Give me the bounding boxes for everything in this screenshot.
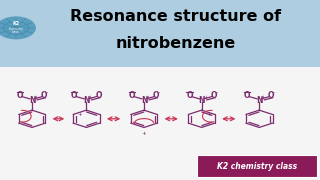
Circle shape (0, 17, 35, 39)
Text: N: N (141, 96, 147, 105)
Text: +: + (261, 94, 265, 100)
Text: N: N (29, 96, 35, 105)
Text: +: + (34, 94, 38, 100)
FancyBboxPatch shape (197, 155, 317, 177)
Text: chemistry: chemistry (9, 27, 23, 31)
Text: O: O (244, 91, 250, 100)
Text: ..: .. (214, 89, 219, 94)
Text: ..: .. (272, 89, 276, 94)
Text: N: N (198, 96, 205, 105)
Text: +: + (88, 94, 92, 100)
Text: Resonance structure of: Resonance structure of (70, 9, 282, 24)
Text: K2 chemistry class: K2 chemistry class (217, 162, 297, 171)
Text: N: N (256, 96, 262, 105)
Text: O: O (211, 91, 217, 100)
Text: O: O (153, 91, 159, 100)
Text: O: O (95, 91, 102, 100)
Text: O: O (41, 91, 47, 100)
Text: O: O (71, 91, 77, 100)
Text: +: + (142, 131, 146, 136)
Text: O: O (268, 91, 275, 100)
Text: +: + (206, 112, 211, 117)
Text: O: O (129, 91, 135, 100)
Text: +: + (146, 94, 150, 100)
Text: ..: .. (44, 89, 49, 94)
Text: +: + (203, 94, 208, 100)
Bar (0, 0, 320, 67)
Text: N: N (83, 96, 90, 105)
Text: ..: .. (156, 89, 161, 94)
Text: +: + (77, 112, 82, 117)
Text: O: O (186, 91, 193, 100)
Text: O: O (17, 91, 23, 100)
Text: ..: .. (99, 89, 103, 94)
Text: nitrobenzene: nitrobenzene (116, 36, 236, 51)
Text: K2: K2 (12, 21, 20, 26)
Text: class: class (12, 30, 20, 34)
